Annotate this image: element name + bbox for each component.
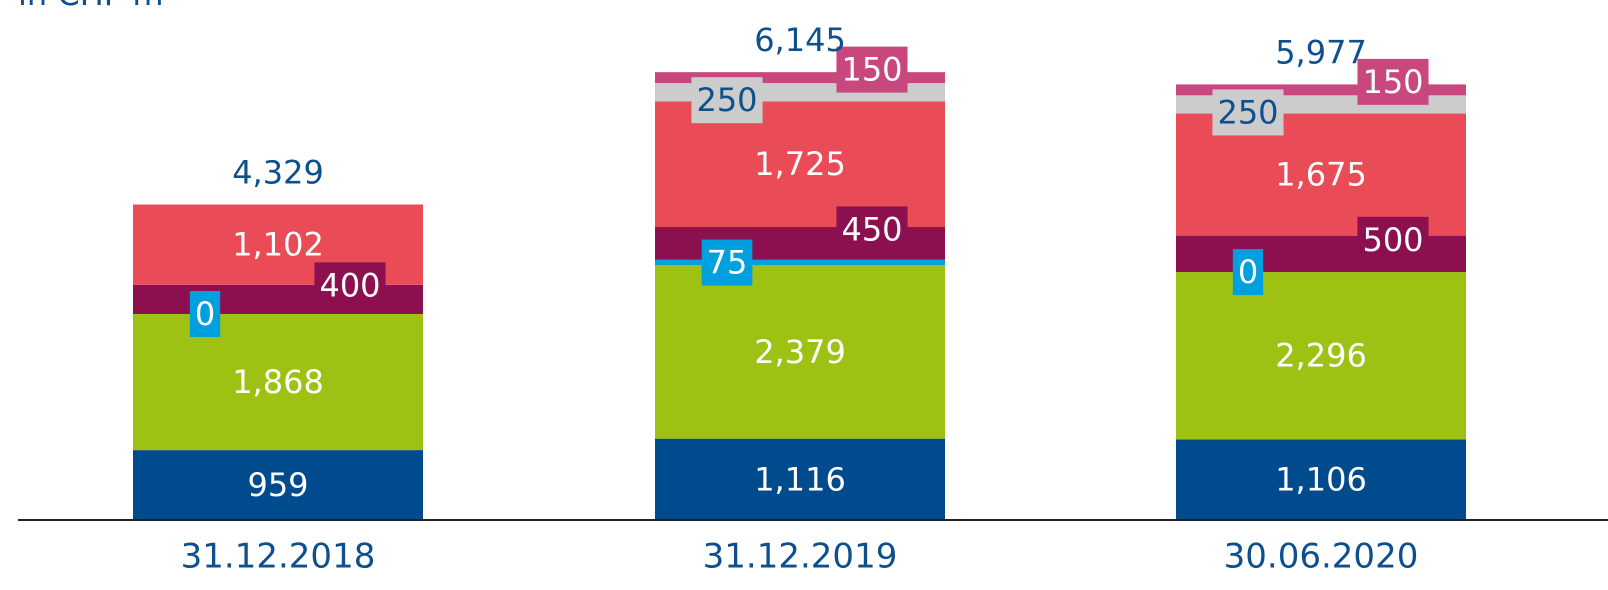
label-box [836, 46, 908, 93]
x-tick-label: 31.12.2018 [181, 537, 376, 577]
bar-segment [133, 450, 423, 520]
bar-segment [655, 72, 945, 84]
segment-label: 500 [1362, 221, 1423, 259]
label-box [314, 262, 386, 309]
bar-segment [133, 313, 423, 451]
segment-label: 1,868 [232, 363, 324, 401]
label-box [189, 290, 221, 337]
x-tick-label: 30.06.2020 [1224, 537, 1419, 577]
segment-label: 150 [841, 51, 902, 89]
label-box [1357, 216, 1429, 263]
label-box [836, 206, 908, 253]
total-label: 6,145 [754, 21, 846, 59]
segment-label: 1,116 [754, 460, 846, 498]
segment-label: 1,106 [1275, 461, 1367, 499]
segment-label: 250 [1217, 93, 1278, 131]
label-box [701, 239, 753, 286]
bar-segment [1176, 272, 1466, 440]
segment-label: 1,725 [754, 145, 846, 183]
segment-label: 0 [195, 295, 215, 333]
segment-label: 1,102 [232, 226, 324, 264]
segment-label: 400 [319, 266, 380, 304]
label-box [1232, 249, 1264, 296]
segment-label: 150 [1362, 63, 1423, 101]
bar-segment [655, 438, 945, 520]
bar-segment [655, 265, 945, 439]
chart-title: in CHF m [18, 0, 164, 13]
x-tick-label: 31.12.2019 [703, 537, 898, 577]
segment-label: 75 [707, 244, 748, 282]
total-label: 5,977 [1275, 33, 1367, 71]
segment-label: 1,675 [1275, 156, 1367, 194]
label-box [1212, 89, 1284, 136]
bar-segment [1176, 439, 1466, 520]
bar-segment [1176, 84, 1466, 96]
segment-label: 0 [1238, 253, 1258, 291]
segment-label: 2,296 [1275, 337, 1367, 375]
bar-segment [655, 259, 945, 266]
label-box [691, 77, 763, 124]
total-label: 4,329 [232, 154, 324, 192]
segment-label: 959 [247, 466, 308, 504]
segment-label: 250 [696, 81, 757, 119]
label-box [1357, 58, 1429, 105]
segment-label: 2,379 [754, 333, 846, 371]
segment-label: 450 [841, 210, 902, 248]
